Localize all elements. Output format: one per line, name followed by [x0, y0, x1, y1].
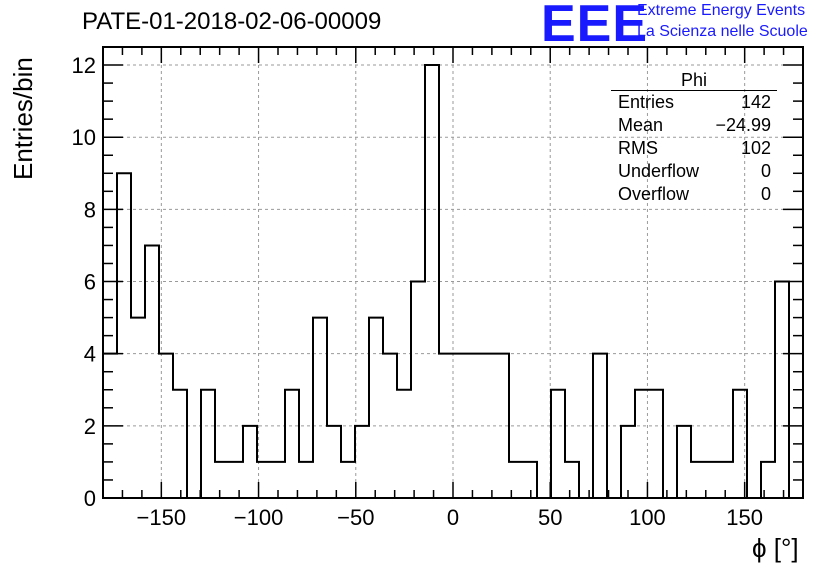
histogram-bin	[285, 390, 299, 498]
histogram-bin	[705, 462, 719, 498]
histogram-bin	[397, 390, 411, 498]
histogram-bin	[201, 390, 215, 498]
histogram-bin	[173, 390, 187, 498]
histogram-bin	[327, 426, 341, 498]
histogram-bin	[761, 462, 775, 498]
histogram-bin	[621, 426, 635, 498]
histogram-bin	[677, 426, 691, 498]
stats-value: −24.99	[715, 115, 771, 135]
stats-row-underflow: Underflow 0	[611, 160, 777, 183]
histogram-bin	[565, 462, 579, 498]
histogram-bin	[145, 245, 159, 498]
y-tick-label: 0	[84, 486, 96, 511]
stats-value: 142	[740, 92, 771, 112]
x-tick-label: 100	[629, 505, 666, 530]
histogram-bin	[229, 462, 243, 498]
y-tick-label: 2	[84, 414, 96, 439]
y-tick-label: 12	[72, 53, 96, 78]
histogram-bin	[775, 282, 789, 498]
tick-labels: −150 −100 −50 0 50 100 150 0 2 4 6 8 10 12	[72, 53, 764, 530]
x-tick-label: 0	[447, 505, 459, 530]
x-tick-label: −100	[234, 505, 284, 530]
histogram-bin	[369, 318, 383, 498]
stats-label: Underflow	[618, 161, 700, 181]
stats-value: 102	[740, 138, 771, 158]
histogram-bin	[299, 462, 313, 498]
stats-box: Phi Entries 142 Mean −24.99 RMS 102 Underfl…	[611, 70, 777, 206]
logo-line-1: Extreme Energy Events	[637, 2, 806, 19]
stats-row-entries: Entries 142	[611, 91, 777, 114]
x-tick-label: −50	[337, 505, 374, 530]
histogram-bin	[313, 318, 327, 498]
histogram-bin	[411, 282, 425, 498]
x-tick-label: 50	[538, 505, 562, 530]
eee-logo: EEE	[541, 0, 649, 53]
x-tick-label: −150	[137, 505, 187, 530]
y-tick-label: 6	[84, 270, 96, 295]
stats-value: 0	[760, 161, 771, 181]
stats-row-rms: RMS 102	[611, 137, 777, 160]
histogram-bin	[635, 390, 649, 498]
histogram-bin	[719, 462, 733, 498]
histogram-bin	[551, 390, 565, 498]
histogram-bin	[691, 462, 705, 498]
histogram-bin	[649, 390, 663, 498]
stats-label: Entries	[618, 92, 675, 112]
histogram-bin	[215, 462, 229, 498]
x-tick-label: 150	[726, 505, 763, 530]
histogram-bin	[131, 318, 145, 498]
chart-title: PATE-01-2018-02-06-00009	[82, 8, 382, 35]
stats-label: Mean	[618, 115, 664, 135]
logo-line-2: La Scienza nelle Scuole	[637, 23, 808, 40]
stats-row-mean: Mean −24.99	[611, 114, 777, 137]
histogram-bin	[243, 426, 257, 498]
y-tick-label: 10	[72, 125, 96, 150]
axis-ticks	[103, 47, 803, 498]
stats-label: Overflow	[618, 184, 690, 204]
histogram-bin	[355, 426, 369, 498]
histogram-outline	[102, 64, 803, 499]
histogram-bin	[341, 462, 355, 498]
x-axis-label: ϕ [°]	[752, 533, 799, 563]
stats-box-title: Phi	[611, 70, 777, 91]
histogram-bin	[117, 173, 131, 498]
y-axis-label: Entries/bin	[8, 57, 38, 180]
y-tick-label: 4	[84, 342, 96, 367]
stats-value: 0	[760, 184, 771, 204]
stats-row-overflow: Overflow 0	[611, 183, 777, 206]
y-tick-label: 8	[84, 197, 96, 222]
stats-label: RMS	[618, 138, 658, 158]
plot-frame	[102, 46, 804, 499]
histogram-bin	[523, 462, 537, 498]
